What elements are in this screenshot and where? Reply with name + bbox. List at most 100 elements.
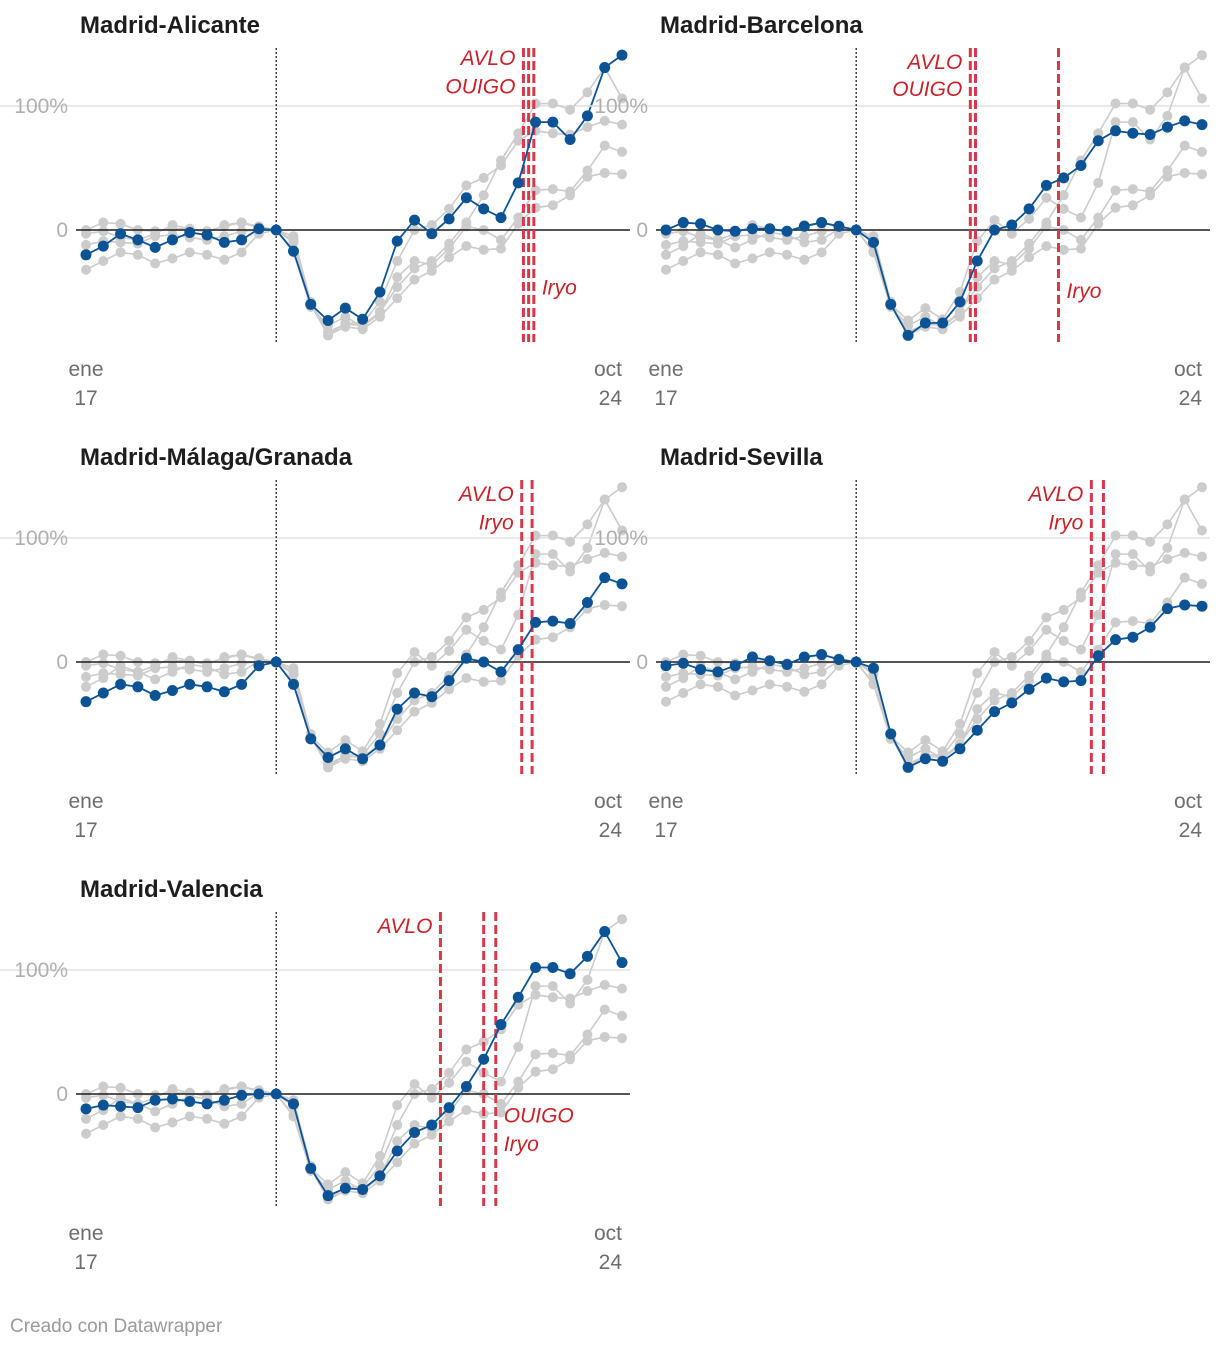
highlight-point xyxy=(357,753,369,765)
background-point xyxy=(1024,252,1035,263)
background-point xyxy=(816,234,827,245)
background-point xyxy=(547,184,558,195)
y-tick-label: 0 xyxy=(636,219,648,242)
highlight-point xyxy=(599,926,611,938)
background-point xyxy=(764,232,775,243)
highlight-point xyxy=(287,678,299,690)
background-point xyxy=(1006,265,1017,276)
background-point xyxy=(184,664,195,675)
background-point xyxy=(1179,494,1190,505)
background-point xyxy=(799,231,810,242)
highlight-point xyxy=(1023,683,1035,695)
highlight-point xyxy=(1196,119,1208,131)
highlight-point xyxy=(443,213,455,225)
background-point xyxy=(1127,98,1138,109)
highlight-point xyxy=(132,234,144,246)
highlight-point xyxy=(495,666,507,678)
background-point xyxy=(1127,560,1138,571)
chart-title: Madrid-Alicante xyxy=(80,12,260,39)
highlight-point xyxy=(236,678,248,690)
background-point xyxy=(374,306,385,317)
background-point xyxy=(236,226,247,237)
background-series-line xyxy=(85,498,623,765)
highlight-point xyxy=(660,224,672,236)
background-point xyxy=(409,263,420,274)
highlight-point xyxy=(1110,125,1122,137)
x-end-month: oct xyxy=(594,358,622,381)
background-point xyxy=(444,684,455,695)
background-point xyxy=(1145,104,1156,115)
background-point xyxy=(1162,110,1173,121)
highlight-point xyxy=(115,678,127,690)
highlight-point xyxy=(1023,203,1035,215)
background-point xyxy=(461,217,472,228)
background-point xyxy=(409,706,420,717)
background-point xyxy=(409,1079,420,1090)
background-point xyxy=(323,326,334,337)
highlight-point xyxy=(236,234,248,246)
background-point xyxy=(1197,93,1207,104)
background-point xyxy=(409,695,420,706)
background-point xyxy=(81,264,91,275)
annotation-avlo: AVLO xyxy=(376,915,433,938)
highlight-point xyxy=(1006,697,1018,709)
highlight-point xyxy=(677,217,689,229)
background-point xyxy=(392,714,403,725)
background-point xyxy=(1075,644,1086,655)
background-point xyxy=(678,688,689,698)
background-point xyxy=(167,652,178,663)
background-point xyxy=(1093,609,1104,620)
highlight-point xyxy=(478,203,490,215)
x-start-year: 17 xyxy=(654,819,677,842)
background-point xyxy=(236,1081,247,1092)
background-point xyxy=(184,655,195,666)
background-point xyxy=(1110,98,1121,109)
highlight-point xyxy=(166,234,178,246)
background-series-line xyxy=(665,498,1203,765)
highlight-point xyxy=(581,950,593,962)
background-point xyxy=(426,1092,437,1103)
highlight-point xyxy=(885,298,897,310)
highlight-point xyxy=(816,649,828,661)
background-series-line xyxy=(665,66,1203,333)
background-point xyxy=(167,1117,178,1128)
background-point xyxy=(547,1064,558,1075)
highlight-point xyxy=(833,654,845,666)
highlight-point xyxy=(954,743,966,755)
background-point xyxy=(530,98,541,109)
background-point xyxy=(478,172,489,183)
background-point xyxy=(695,247,706,258)
background-point xyxy=(1024,670,1035,681)
background-point xyxy=(547,992,558,1003)
background-point xyxy=(236,1111,247,1122)
x-end-year: 24 xyxy=(599,819,623,842)
annotation-avlo: AVLO xyxy=(457,483,514,506)
background-point xyxy=(115,237,126,248)
background-point xyxy=(478,244,489,255)
background-point xyxy=(1179,572,1190,583)
x-start-month: ene xyxy=(68,358,103,381)
background-point xyxy=(1197,525,1207,536)
highlight-point xyxy=(443,675,455,687)
background-point xyxy=(1197,551,1207,562)
highlight-point xyxy=(132,1102,144,1114)
highlight-point xyxy=(781,658,793,670)
background-point xyxy=(513,128,524,139)
x-end-year: 24 xyxy=(1179,387,1203,410)
background-point xyxy=(444,1067,455,1078)
highlight-point xyxy=(1006,219,1018,231)
background-point xyxy=(799,663,810,674)
highlight-point xyxy=(1127,127,1139,139)
background-point xyxy=(115,650,126,661)
background-point xyxy=(1110,185,1121,196)
y-tick-label: 0 xyxy=(56,651,68,674)
background-point xyxy=(115,1082,126,1093)
background-point xyxy=(426,265,437,276)
background-series-line xyxy=(85,604,623,769)
background-point xyxy=(1179,62,1190,73)
background-point xyxy=(1179,140,1190,151)
highlight-point xyxy=(409,1126,421,1138)
x-start-year: 17 xyxy=(74,819,97,842)
background-point xyxy=(989,215,1000,226)
highlight-point xyxy=(339,302,351,314)
